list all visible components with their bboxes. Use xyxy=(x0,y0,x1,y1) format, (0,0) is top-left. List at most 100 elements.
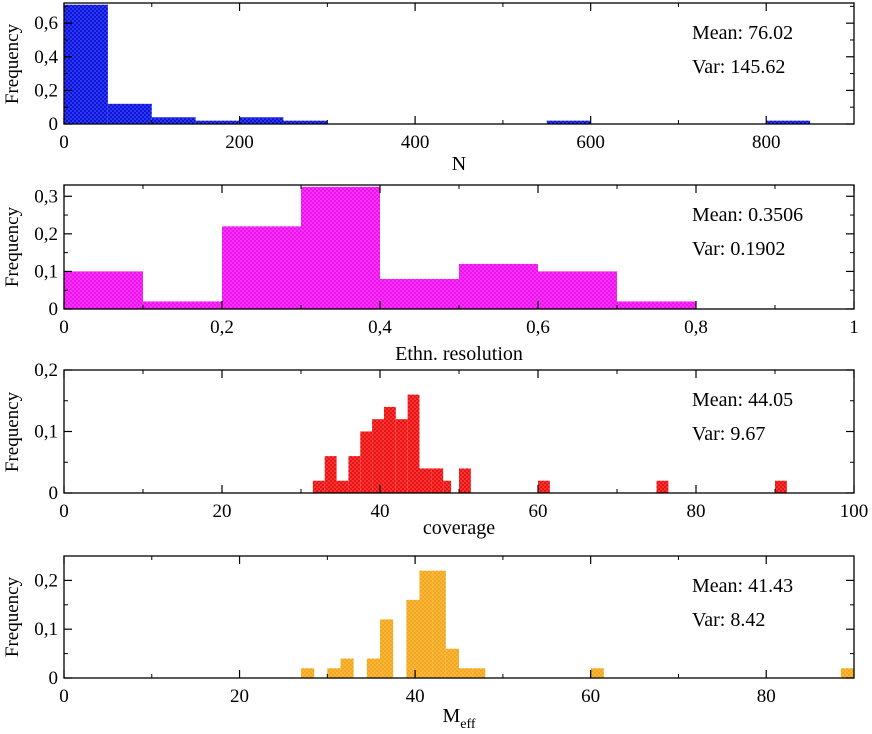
bar-n-2 xyxy=(151,117,196,124)
y-tick-label: 0 xyxy=(49,668,59,689)
var-annotation: Var: 9.67 xyxy=(692,423,765,445)
bar-meff-12 xyxy=(840,668,854,678)
var-annotation: Var: 145.62 xyxy=(692,56,785,78)
x-tick-label: 40 xyxy=(371,501,390,522)
plot-frame-meff xyxy=(63,555,855,679)
bar-coverage-8 xyxy=(407,394,420,493)
y-tick-label: 0,1 xyxy=(34,261,58,282)
bar-meff-9 xyxy=(459,668,473,678)
x-axis-label: coverage xyxy=(423,517,495,539)
x-tick-label: 800 xyxy=(752,132,781,153)
bar-ethn-1 xyxy=(143,301,222,309)
panel-ethn: 0 0,2 0,4 0,6 0,8 1 0 0,1 0,2 0,3 Frequency Ethn. r… xyxy=(2,184,859,365)
x-axis-label-subscript: eff xyxy=(460,717,476,732)
bar-n-5 xyxy=(283,120,328,124)
x-axis-label: Ethn. resolution xyxy=(395,343,523,365)
panel-meff: 0 20 40 60 80 0 0,1 0,2 Frequency Meff Mean: 41.43… xyxy=(2,555,855,732)
bar-meff-2 xyxy=(340,658,354,678)
mean-annotation: Mean: 41.43 xyxy=(692,575,793,597)
panel-n: 0 200 400 600 800 0 0,2 0,4 0,6 Frequency N Mean: 7… xyxy=(2,2,855,175)
bar-meff-4 xyxy=(380,619,394,678)
var-annotation: Var: 0.1902 xyxy=(692,238,785,260)
y-tick-label: 0 xyxy=(49,483,59,504)
bar-coverage-5 xyxy=(372,419,384,493)
bar-ethn-0 xyxy=(64,271,143,309)
bar-ethn-2 xyxy=(222,226,301,309)
y-tick-label: 0,4 xyxy=(34,47,58,68)
y-tick-label: 0,6 xyxy=(34,13,58,34)
y-tick-label: 0 xyxy=(49,114,59,135)
bar-ethn-4 xyxy=(380,278,459,309)
bar-coverage-13 xyxy=(538,480,550,493)
bar-meff-5 xyxy=(406,599,420,678)
bar-coverage-7 xyxy=(395,419,408,493)
plot-frame-n xyxy=(63,2,855,125)
bar-meff-6 xyxy=(419,570,433,678)
x-tick-label: 600 xyxy=(576,132,605,153)
bar-n-3 xyxy=(195,120,240,124)
bar-coverage-11 xyxy=(443,480,452,493)
x-tick-label: 60 xyxy=(581,686,600,707)
y-axis-label: Frequency xyxy=(2,23,23,104)
bar-ethn-3 xyxy=(301,186,380,309)
y-axis-label: Frequency xyxy=(2,206,23,287)
mean-annotation: Mean: 0.3506 xyxy=(692,204,803,226)
x-tick-label: 0,4 xyxy=(368,317,392,338)
y-tick-label: 0,1 xyxy=(34,422,58,443)
bar-coverage-12 xyxy=(459,468,471,493)
x-tick-label: 0 xyxy=(59,501,69,522)
bar-meff-7 xyxy=(432,570,446,678)
y-tick-label: 0,2 xyxy=(34,360,58,381)
bar-n-7 xyxy=(766,120,811,124)
mean-annotation: Mean: 76.02 xyxy=(692,22,793,44)
x-tick-label: 20 xyxy=(230,686,249,707)
bar-n-0 xyxy=(64,4,108,124)
y-axis-label: Frequency xyxy=(2,576,23,657)
bar-meff-10 xyxy=(472,668,486,678)
bar-coverage-3 xyxy=(348,456,361,493)
x-tick-label: 0 xyxy=(59,317,69,338)
x-axis-label: Meff xyxy=(442,705,475,732)
bar-coverage-10 xyxy=(431,468,444,493)
y-tick-label: 0,2 xyxy=(34,570,58,591)
bar-n-6 xyxy=(546,120,591,124)
var-annotation: Var: 8.42 xyxy=(692,609,765,631)
bar-ethn-7 xyxy=(617,301,696,309)
x-tick-label: 0 xyxy=(59,132,69,153)
y-axis-label: Frequency xyxy=(2,391,23,472)
bar-coverage-9 xyxy=(419,468,432,493)
y-tick-label: 0,3 xyxy=(34,186,58,207)
x-tick-label: 80 xyxy=(687,501,706,522)
bar-meff-0 xyxy=(301,668,315,678)
bar-ethn-5 xyxy=(459,263,538,309)
bar-coverage-6 xyxy=(383,406,396,493)
x-tick-label: 1 xyxy=(849,317,859,338)
x-tick-label: 200 xyxy=(225,132,254,153)
bar-meff-11 xyxy=(590,668,604,678)
bar-ethn-6 xyxy=(538,271,617,309)
x-tick-label: 0,8 xyxy=(684,317,708,338)
bar-n-1 xyxy=(107,103,152,124)
bar-coverage-15 xyxy=(775,480,787,493)
bar-n-4 xyxy=(239,117,284,124)
x-tick-label: 40 xyxy=(406,686,425,707)
panel-coverage: 0 20 40 60 80 100 0 0,1 0,2 Frequency coverage Mean… xyxy=(2,360,868,539)
x-tick-label: 60 xyxy=(529,501,548,522)
bar-coverage-1 xyxy=(324,456,337,493)
y-tick-label: 0,2 xyxy=(34,224,58,245)
x-tick-label: 0,2 xyxy=(210,317,234,338)
y-tick-label: 0,2 xyxy=(34,80,58,101)
mean-annotation: Mean: 44.05 xyxy=(692,389,793,411)
x-tick-label: 400 xyxy=(401,132,430,153)
bar-coverage-4 xyxy=(360,431,373,493)
y-tick-label: 0,1 xyxy=(34,619,58,640)
bar-meff-8 xyxy=(445,648,459,678)
x-tick-label: 0 xyxy=(59,686,69,707)
x-axis-label: N xyxy=(452,153,466,175)
bar-coverage-0 xyxy=(312,480,325,493)
x-tick-label: 0,6 xyxy=(526,317,550,338)
bar-coverage-2 xyxy=(336,480,349,493)
x-tick-label: 80 xyxy=(757,686,776,707)
